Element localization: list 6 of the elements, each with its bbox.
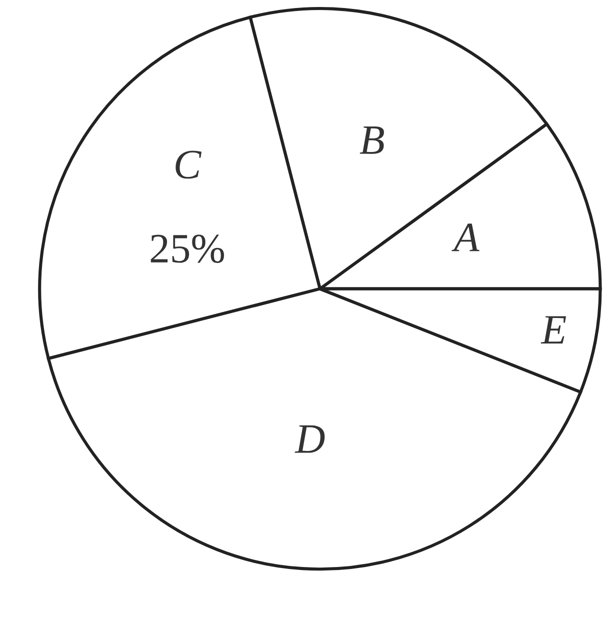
slice-label: B <box>360 126 384 154</box>
slice-label: E <box>540 316 566 344</box>
slice-label: D <box>294 425 325 453</box>
slice-label: A <box>452 224 480 252</box>
slice-label: C <box>176 150 202 179</box>
data-label: 25% <box>150 234 224 263</box>
